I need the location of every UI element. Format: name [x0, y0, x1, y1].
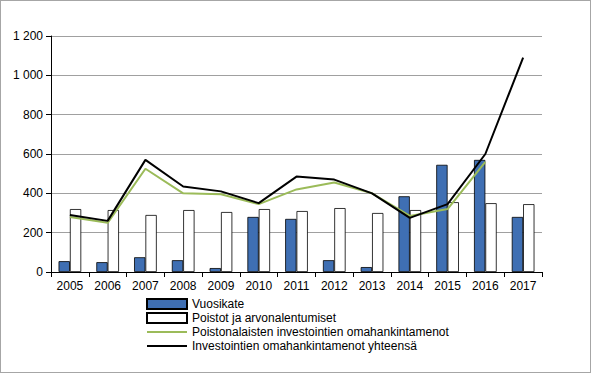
svg-text:2016: 2016	[472, 279, 499, 293]
svg-text:2011: 2011	[284, 279, 310, 293]
svg-text:Poistonalaisten investointien: Poistonalaisten investointien omahankint…	[192, 325, 449, 339]
svg-text:600: 600	[23, 147, 43, 161]
svg-text:400: 400	[23, 186, 43, 200]
svg-text:200: 200	[23, 226, 43, 240]
svg-text:Vuosikate: Vuosikate	[192, 297, 245, 311]
svg-text:1 200: 1 200	[13, 29, 43, 43]
svg-text:2007: 2007	[132, 279, 159, 293]
svg-text:2014: 2014	[396, 279, 423, 293]
svg-text:Investointien omahankintamenot: Investointien omahankintamenot yhteensä	[192, 339, 417, 353]
svg-text:2009: 2009	[208, 279, 235, 293]
svg-text:2015: 2015	[434, 279, 461, 293]
svg-text:Poistot ja arvonalentumiset: Poistot ja arvonalentumiset	[192, 311, 337, 325]
svg-text:2013: 2013	[359, 279, 386, 293]
svg-text:2005: 2005	[57, 279, 84, 293]
svg-text:0: 0	[36, 265, 43, 279]
svg-text:2010: 2010	[245, 279, 272, 293]
svg-text:1 000: 1 000	[13, 68, 43, 82]
svg-text:2017: 2017	[510, 279, 537, 293]
svg-text:2008: 2008	[170, 279, 197, 293]
svg-text:2006: 2006	[94, 279, 121, 293]
svg-text:2012: 2012	[321, 279, 348, 293]
svg-text:800: 800	[23, 108, 43, 122]
